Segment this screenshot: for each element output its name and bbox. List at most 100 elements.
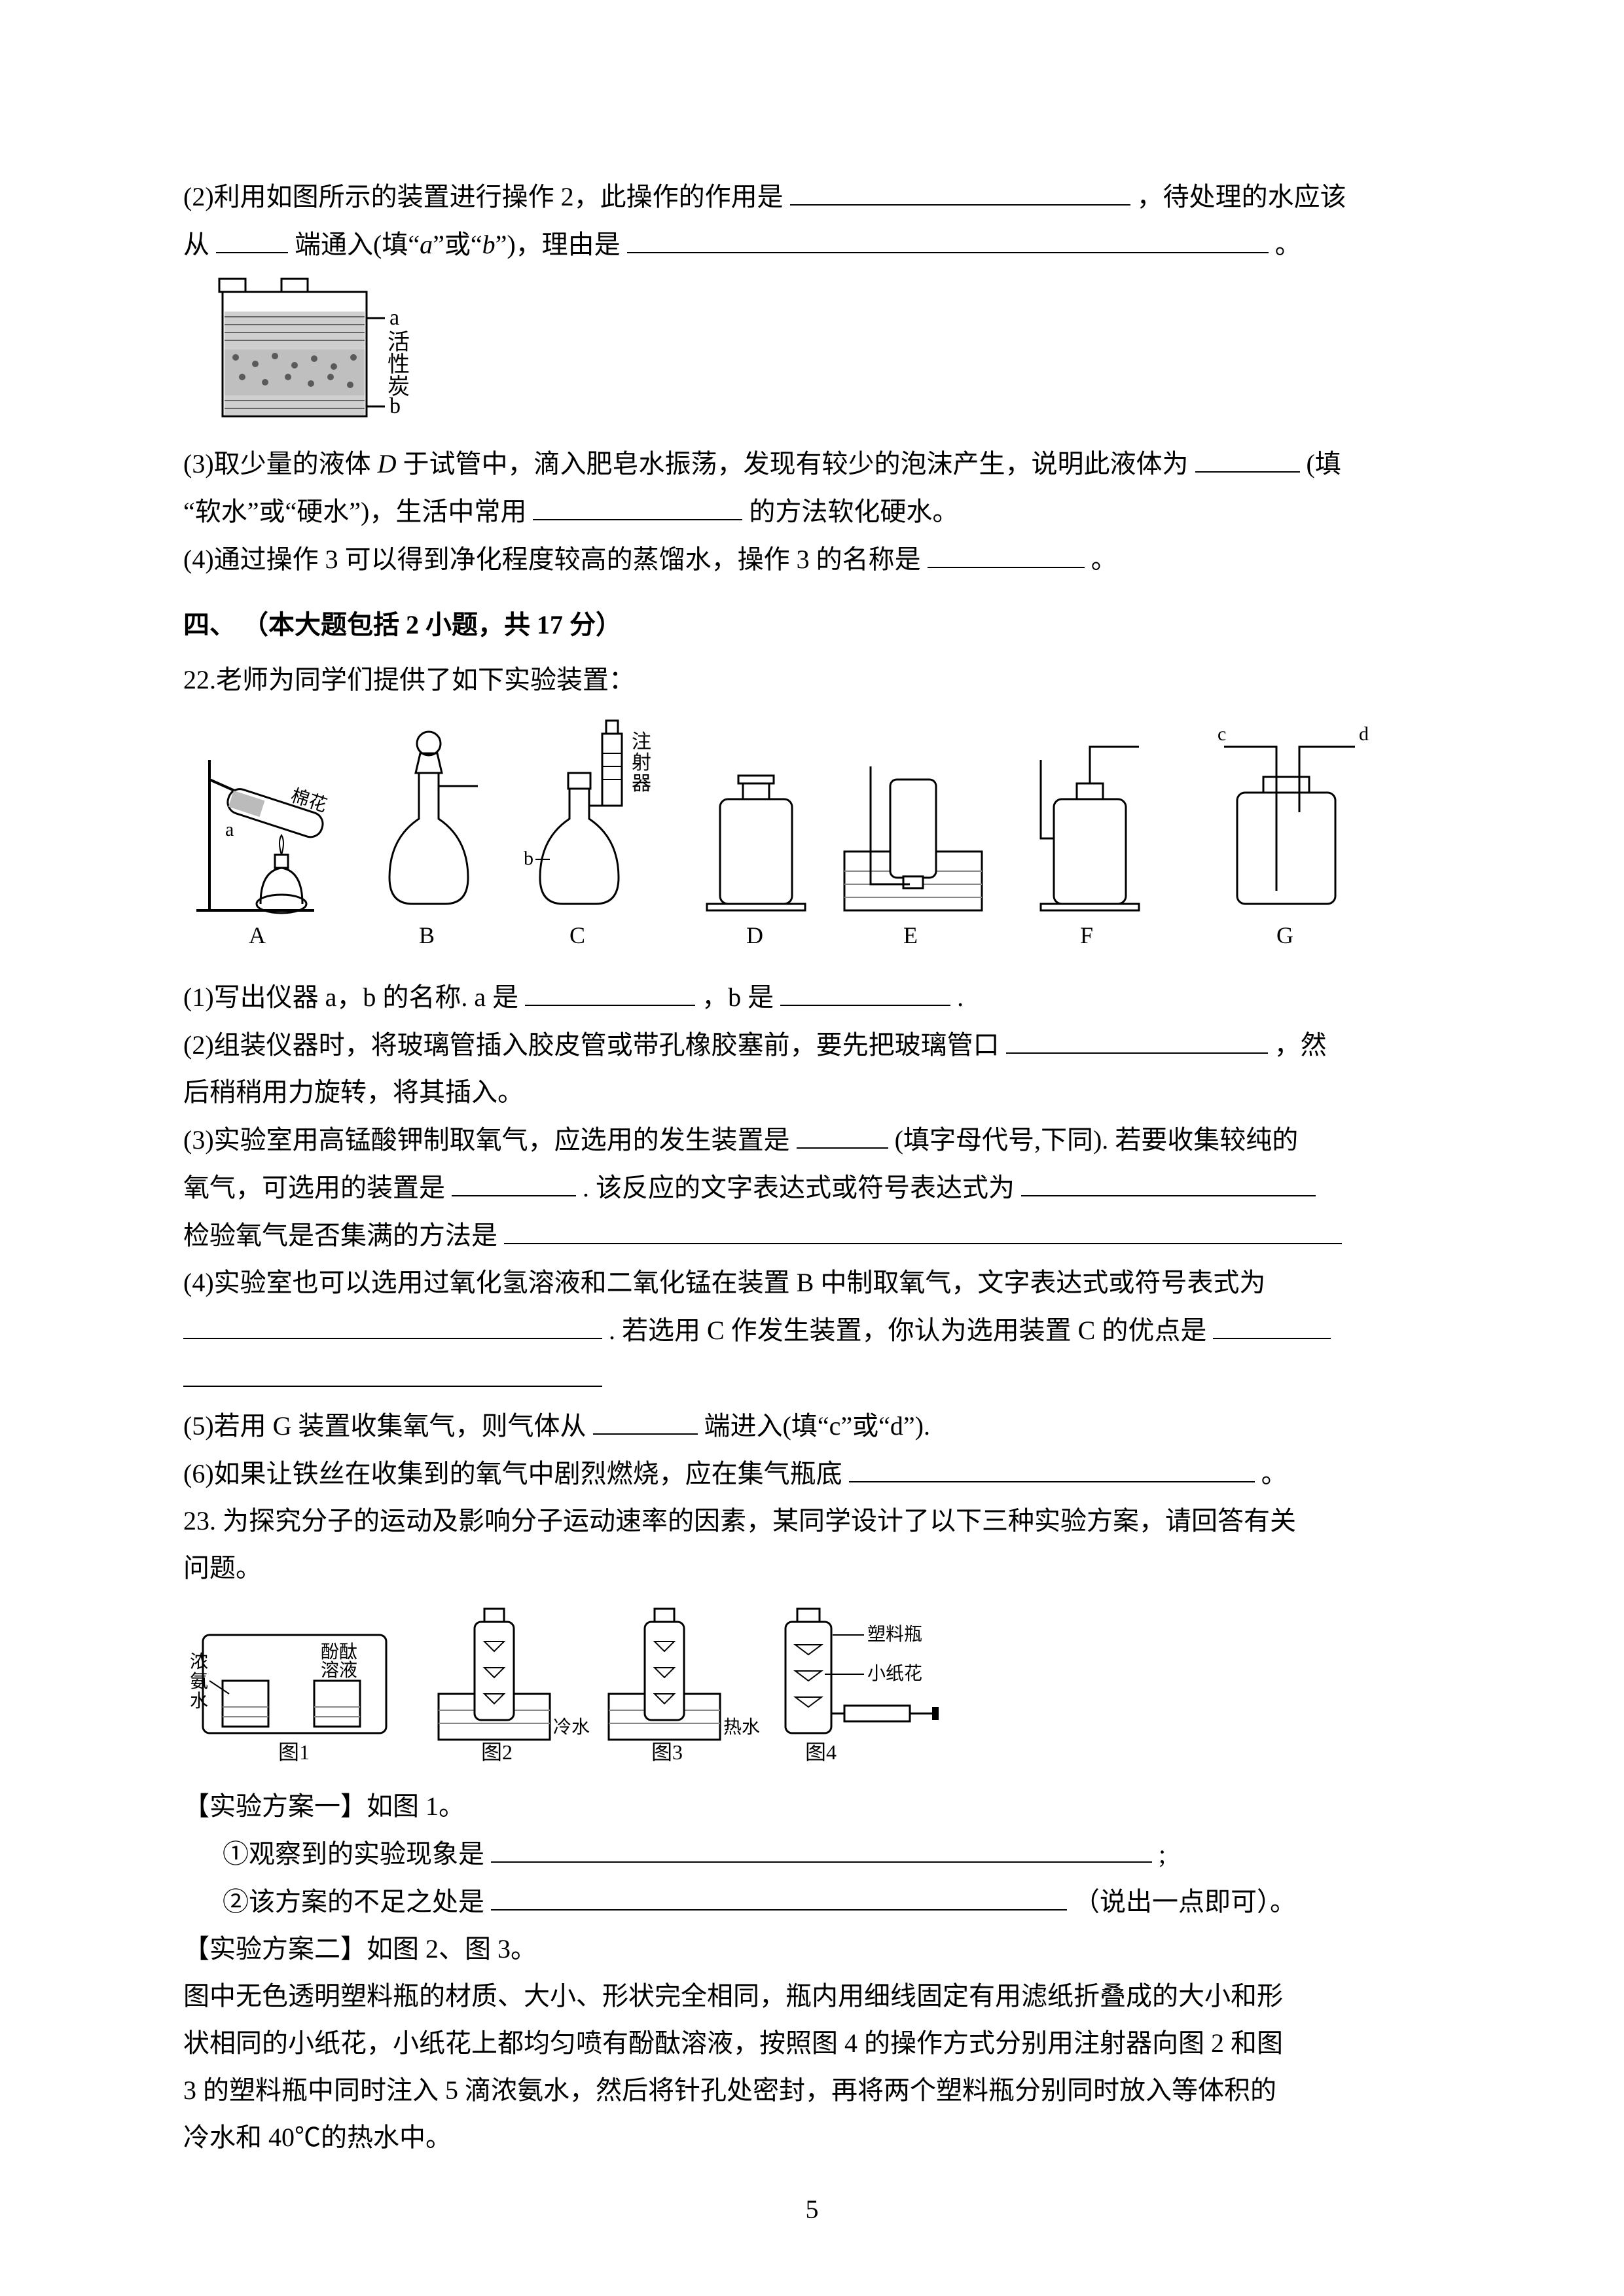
q22-p2-a: (2)组装仪器时，将玻璃管插入胶皮管或带孔橡胶塞前，要先把玻璃管口 [183, 1030, 1000, 1060]
q22-p6-a: (6)如果让铁丝在收集到的氧气中剧烈燃烧，应在集气瓶底 [183, 1459, 842, 1488]
q23-s1-head: 【实验方案一】如图 1。 [183, 1785, 1441, 1827]
blank[interactable] [183, 1357, 602, 1387]
svg-text:b: b [524, 848, 533, 869]
q22-p1-end: . [957, 982, 964, 1012]
opt-a: a [420, 230, 433, 259]
q22-p5-b: 端进入(填“c”或“d”). [704, 1411, 930, 1441]
q22-p3-d: . 该反应的文字表达式或符号表达式为 [583, 1173, 1015, 1202]
q22-p4-a: (4)实验室也可以选用过氧化氢溶液和二氧化锰在装置 B 中制取氧气，文字表达式或… [183, 1268, 1265, 1297]
label-c1: 活 [388, 331, 410, 355]
blank[interactable] [790, 175, 1130, 206]
label-c2: 性 [388, 352, 410, 377]
q21-p2-line1: (2)利用如图所示的装置进行操作 2，此操作的作用是 ，待处理的水应该 [183, 175, 1441, 218]
q21-p4: (4)通过操作 3 可以得到净化程度较高的蒸馏水，操作 3 的名称是 。 [183, 538, 1441, 581]
q22-p3-line3: 检验氧气是否集满的方法是 [183, 1214, 1441, 1257]
q23-s2-b: 状相同的小纸花，小纸花上都均匀喷有酚酞溶液，按照图 4 的操作方式分别用注射器向… [183, 2022, 1441, 2064]
blank[interactable] [491, 1833, 1152, 1863]
svg-text:c: c [1218, 723, 1226, 745]
q21-p2-from: 从 [183, 230, 209, 259]
svg-text:图3: 图3 [651, 1740, 683, 1764]
q22-p3-a: (3)实验室用高锰酸钾制取氧气，应选用的发生装置是 [183, 1125, 790, 1155]
blank[interactable] [928, 538, 1085, 568]
q22-p1: (1)写出仪器 a，b 的名称. a 是 ，b 是 . [183, 976, 1441, 1018]
blank[interactable] [797, 1119, 888, 1149]
svg-text:图2: 图2 [481, 1740, 513, 1764]
blank[interactable] [1213, 1309, 1331, 1339]
q23-s1-p2: ②该方案的不足之处是 （说出一点即可）。 [223, 1880, 1441, 1923]
svg-text:氨: 氨 [190, 1671, 208, 1692]
q22-p2-b: ，然 [1274, 1030, 1327, 1060]
svg-text:热水: 热水 [723, 1717, 760, 1738]
q22-p6-end: 。 [1261, 1459, 1288, 1488]
q21-p4-a: (4)通过操作 3 可以得到净化程度较高的蒸馏水，操作 3 的名称是 [183, 545, 921, 574]
svg-text:注: 注 [632, 731, 651, 753]
q21-D: D [371, 449, 403, 478]
q21-p3-e: 的方法软化硬水。 [749, 497, 958, 526]
label-c3: 炭 [388, 375, 410, 399]
q23-s2-c: 3 的塑料瓶中同时注入 5 滴浓氨水，然后将针孔处密封，再将两个塑料瓶分别同时放… [183, 2070, 1441, 2111]
blank[interactable] [627, 223, 1269, 253]
blank[interactable] [593, 1405, 698, 1435]
q22-p2: (2)组装仪器时，将玻璃管插入胶皮管或带孔橡胶塞前，要先把玻璃管口 ，然 [183, 1024, 1441, 1066]
blank[interactable] [504, 1214, 1342, 1244]
q22-svg: 棉花 a A B [183, 708, 1401, 969]
q23-svg: 浓 氨 水 酚酞 溶液 图1 [183, 1596, 969, 1779]
svg-text:F: F [1080, 922, 1093, 948]
blank[interactable] [525, 976, 695, 1006]
svg-text:射: 射 [632, 752, 651, 774]
q22-p1-a: (1)写出仪器 a，b 的名称. a 是 [183, 982, 518, 1012]
q23-s1-p1-t: ①观察到的实验现象是 [223, 1839, 484, 1869]
blank[interactable] [1195, 442, 1300, 473]
svg-text:冷水: 冷水 [553, 1717, 590, 1738]
svg-text:E: E [903, 922, 918, 948]
blank[interactable] [1006, 1024, 1268, 1054]
q21-p4-end: 。 [1091, 545, 1117, 574]
q23-s2-d: 冷水和 40℃的热水中。 [183, 2117, 1441, 2159]
blank[interactable] [1021, 1166, 1316, 1196]
q22-p4-line2: . 若选用 C 作发生装置，你认为选用装置 C 的优点是 [183, 1309, 1441, 1352]
svg-text:a: a [225, 819, 234, 840]
blank[interactable] [183, 1309, 602, 1339]
q22-p3-c: 氧气，可选用的装置是 [183, 1173, 445, 1202]
q22-devices: 棉花 a A B [183, 708, 1441, 969]
q22-p3: (3)实验室用高锰酸钾制取氧气，应选用的发生装置是 (填字母代号,下同). 若要… [183, 1119, 1441, 1161]
q23-figs: 浓 氨 水 酚酞 溶液 图1 [183, 1596, 1441, 1779]
q22-p3-e: 检验氧气是否集满的方法是 [183, 1221, 504, 1250]
q21-p2-t2: 端通入(填“ [295, 230, 420, 259]
q21-p3-a: (3)取少量的液体 [183, 449, 371, 478]
q21-p2-text-b: ，待处理的水应该 [1137, 182, 1346, 211]
blank[interactable] [533, 490, 742, 520]
q23-s2-a: 图中无色透明塑料瓶的材质、大小、形状完全相同，瓶内用细线固定有用滤纸折叠成的大小… [183, 1975, 1441, 2017]
blank[interactable] [452, 1166, 576, 1196]
q21-p3b: “软水”或“硬水”)，生活中常用 的方法软化硬水。 [183, 490, 1441, 533]
svg-text:塑料瓶: 塑料瓶 [867, 1624, 922, 1645]
q21-p2-line2: 从 端通入(填“a”或“b”)，理由是 。 [183, 223, 1441, 266]
q22-p5: (5)若用 G 装置收集氧气，则气体从 端进入(填“c”或“d”). [183, 1405, 1441, 1447]
q23-s1-p2-end: （说出一点即可）。 [1074, 1887, 1296, 1916]
svg-text:C: C [569, 922, 585, 948]
blank[interactable] [216, 223, 288, 253]
q23-s1-p1: ①观察到的实验现象是 ; [223, 1833, 1441, 1875]
svg-text:G: G [1276, 922, 1293, 948]
q23-s2-head: 【实验方案二】如图 2、图 3。 [183, 1928, 1441, 1970]
svg-text:图4: 图4 [805, 1740, 837, 1764]
svg-text:水: 水 [190, 1691, 208, 1712]
q22-p5-a: (5)若用 G 装置收集氧气，则气体从 [183, 1411, 586, 1441]
svg-text:溶液: 溶液 [321, 1660, 357, 1681]
svg-text:D: D [746, 922, 763, 948]
svg-text:d: d [1359, 723, 1369, 745]
blank[interactable] [849, 1452, 1255, 1482]
q23-intro-a: 23. 为探究分子的运动及影响分子运动速率的因素，某同学设计了以下三种实验方案，… [183, 1500, 1441, 1542]
q21-p3: (3)取少量的液体 D 于试管中，滴入肥皂水振荡，发现有较少的泡沫产生，说明此液… [183, 442, 1441, 485]
exam-page: (2)利用如图所示的装置进行操作 2，此操作的作用是 ，待处理的水应该 从 端通… [0, 0, 1624, 2296]
q21-p2-t4: ”)，理由是 [496, 230, 621, 259]
q22-intro: 22.老师为同学们提供了如下实验装置： [183, 659, 1441, 701]
label-a: a [389, 306, 399, 330]
blank[interactable] [780, 976, 950, 1006]
q22-p6: (6)如果让铁丝在收集到的氧气中剧烈燃烧，应在集气瓶底 。 [183, 1452, 1441, 1495]
blank[interactable] [491, 1880, 1067, 1910]
q21-p3-d: “软水”或“硬水”)，生活中常用 [183, 497, 526, 526]
q21-p3-b: 于试管中，滴入肥皂水振荡，发现有较少的泡沫产生，说明此液体为 [403, 449, 1189, 478]
q22-p4-b: . 若选用 C 作发生装置，你认为选用装置 C 的优点是 [609, 1316, 1206, 1345]
q22-p3-line2: 氧气，可选用的装置是 . 该反应的文字表达式或符号表达式为 [183, 1166, 1441, 1209]
